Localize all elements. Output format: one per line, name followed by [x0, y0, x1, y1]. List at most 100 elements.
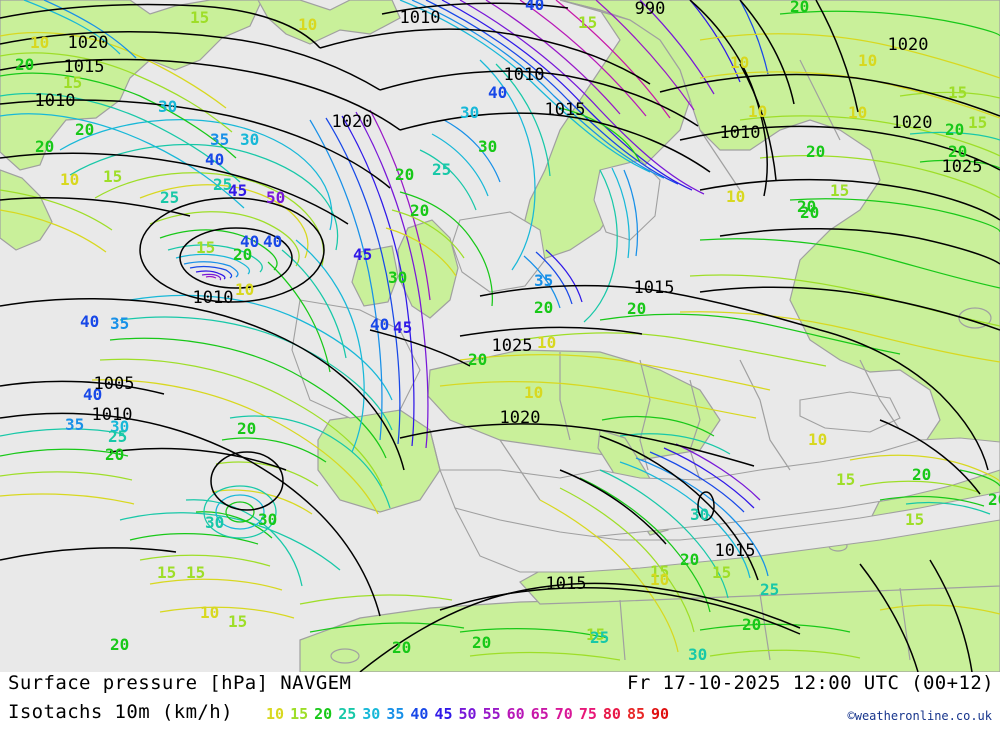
- isotach-value-label: 20: [797, 197, 816, 216]
- isotach-value-label: 30: [688, 645, 707, 664]
- sea-north: [451, 211, 546, 293]
- svg-text:1015: 1015: [634, 278, 675, 298]
- sea-overlay-layer: [291, 159, 1000, 573]
- isotach-value-label: 15: [905, 510, 924, 529]
- isobar-value-label: 1025: [942, 157, 983, 177]
- isobar-value-label: 1020: [892, 113, 933, 133]
- isobar-line: [879, 419, 981, 495]
- land-ireland: [351, 245, 399, 307]
- isotach-value-label: 10: [730, 53, 749, 72]
- isotach-value-label: 20: [410, 201, 429, 220]
- isotach-value-label: 20: [233, 245, 252, 264]
- svg-text:1015: 1015: [545, 100, 586, 120]
- svg-text:1015: 1015: [715, 541, 756, 561]
- legend-level-80: 80: [602, 705, 621, 723]
- isobar-line: [699, 178, 1000, 221]
- legend-level-75: 75: [578, 705, 597, 723]
- isotach-value-label: 40: [370, 315, 389, 334]
- svg-text:1010: 1010: [92, 405, 133, 425]
- isotach-value-label: 20: [110, 635, 129, 654]
- legend-level-50: 50: [458, 705, 477, 723]
- isotach-value-label: 30: [690, 505, 709, 524]
- isotach-value-label: 40: [80, 312, 99, 331]
- isotach-value-label: 10: [848, 103, 867, 122]
- isotach-value-label: 15: [157, 563, 176, 582]
- land-france-central: [427, 349, 721, 461]
- legend-level-60: 60: [506, 705, 525, 723]
- isobar-line: [929, 559, 973, 672]
- isobar-line: [319, 28, 651, 85]
- isotach-value-label: 20: [742, 615, 761, 634]
- isotach-value-label: 45: [353, 245, 372, 264]
- isobar-line: [0, 3, 321, 49]
- isotach-value-label: 45: [228, 181, 247, 200]
- isobar-value-label: 1020: [888, 35, 929, 55]
- isotach-value-label: 30: [110, 417, 129, 436]
- isotach-value-label: 20: [35, 137, 54, 156]
- legend-level-45: 45: [434, 705, 453, 723]
- svg-text:1015: 1015: [546, 574, 587, 594]
- isobar-line: [0, 152, 349, 225]
- isotach-value-label: 15: [836, 470, 855, 489]
- svg-text:1010: 1010: [400, 8, 441, 28]
- isotach-value-label: 35: [110, 314, 129, 333]
- isobar-line: [659, 73, 1000, 117]
- isobar-value-label: 1010: [193, 288, 234, 308]
- svg-text:1020: 1020: [888, 35, 929, 55]
- isobar-value-label: 1010: [504, 65, 545, 85]
- isobar-value-label: 1010: [35, 91, 76, 111]
- isotach-value-label: 20: [806, 142, 825, 161]
- isobar-line: [479, 284, 821, 331]
- isobar-value-label: 1015: [634, 278, 675, 298]
- isotach-value-label: 20: [392, 638, 411, 657]
- isobar-line: [109, 447, 287, 471]
- isotach-value-label: 20: [395, 165, 414, 184]
- isobar-layer: [0, 0, 1000, 672]
- isotach-value-label: 15: [63, 73, 82, 92]
- sea-baltic: [593, 159, 661, 241]
- sea-mediterranean-south: [453, 491, 1000, 573]
- land-greenland-south: [0, 169, 53, 251]
- legend-level-20: 20: [314, 705, 333, 723]
- legend-level-65: 65: [530, 705, 549, 723]
- isobar-line: [379, 70, 699, 127]
- isobar-line: [819, 329, 989, 471]
- legend-level-70: 70: [554, 705, 573, 723]
- isotach-color-legend: 10 15 20 25 30 35 40 45 50 55 60 65 70 75 80 85 90: [266, 704, 675, 723]
- isobar-value-label: 1015: [545, 100, 586, 120]
- isotach-value-label: 10: [235, 280, 254, 299]
- isotach-value-label: 20: [790, 0, 809, 16]
- isobar-value-label: 1020: [68, 33, 109, 53]
- isobar-line: [0, 196, 191, 217]
- isotach-central-europe: [439, 10, 1000, 419]
- isobar-line: [459, 326, 643, 337]
- isotach-north-jet: [399, 0, 769, 195]
- isotach-value-label: 10: [858, 51, 877, 70]
- isotach-value-label: 10: [200, 603, 219, 622]
- isobar-value-label: 1015: [715, 541, 756, 561]
- isotach-value-label: 40: [263, 232, 282, 251]
- isotach-value-label: 10: [650, 570, 669, 589]
- isobar-value-label: 1010: [400, 8, 441, 28]
- isotach-value-label: 50: [266, 188, 285, 207]
- isotach-legend-label: Isotachs 10m (km/h): [8, 701, 233, 723]
- isotach-value-label: 40: [83, 385, 102, 404]
- weather-map-canvas[interactable]: 10 15 20 15 20 30 20 10 15 25 25 35 30 40 45 50 40 20 15 45…: [0, 0, 1000, 672]
- legend-level-15: 15: [290, 705, 309, 723]
- isobar-value-label: 1025: [492, 336, 533, 356]
- isobar-line: [739, 63, 777, 181]
- copyright-notice: ©weatheronline.co.uk: [847, 709, 993, 723]
- isotach-value-label: 10: [30, 33, 49, 52]
- isotach-value-label: 10: [726, 187, 745, 206]
- isobar-line: [399, 112, 711, 173]
- svg-text:990: 990: [635, 0, 666, 19]
- isotach-value-label: 15: [712, 563, 731, 582]
- isobar-line: [599, 435, 759, 581]
- isobar-line: [739, 0, 795, 105]
- isobar-value-label: 1005: [94, 374, 135, 394]
- isotach-value-label: 40: [205, 150, 224, 169]
- isotach-value-label: 10: [748, 102, 767, 121]
- isotach-value-label: 30: [388, 268, 407, 287]
